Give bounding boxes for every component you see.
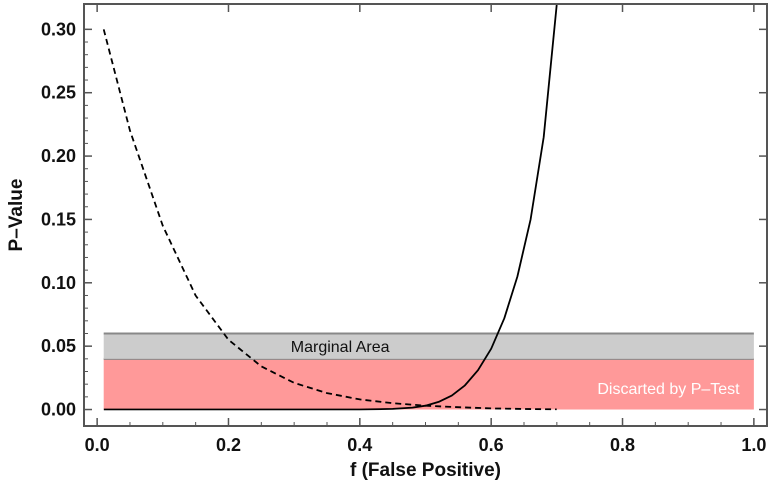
- x-tick-label-0: 0.0: [85, 435, 110, 455]
- y-axis-title: P–Value: [6, 179, 27, 252]
- x-tick-label-5: 1.0: [741, 435, 766, 455]
- series-0-line: [104, 29, 557, 409]
- x-tick-label-2: 0.4: [347, 435, 372, 455]
- ticks-layer: 0.0 0.2 0.4 0.6 0.8 1.0 0.00 0.05 0.10 0.15 0.20 0.…: [41, 4, 767, 455]
- regions-layer: Discarted by P–Test Marginal Area: [103, 332, 754, 410]
- x-tick-label-3: 0.6: [479, 435, 504, 455]
- y-tick-label-6: 0.30: [41, 19, 76, 39]
- y-tick-label-4: 0.20: [41, 146, 76, 166]
- series-1-line: [104, 4, 557, 410]
- region-0-label: Discarted by P–Test: [597, 381, 740, 398]
- region-0: [103, 358, 754, 410]
- x-tick-label-1: 0.2: [216, 435, 241, 455]
- y-tick-label-0: 0.00: [41, 400, 76, 420]
- y-tick-label-2: 0.10: [41, 273, 76, 293]
- region-1: [103, 333, 754, 359]
- region-1-label: Marginal Area: [291, 339, 390, 356]
- y-tick-label-5: 0.25: [41, 83, 76, 103]
- x-tick-label-4: 0.8: [610, 435, 635, 455]
- y-tick-label-1: 0.05: [41, 336, 76, 356]
- x-axis-title: f (False Positive): [350, 460, 501, 481]
- y-tick-label-3: 0.15: [41, 209, 76, 229]
- series-layer: [104, 4, 557, 410]
